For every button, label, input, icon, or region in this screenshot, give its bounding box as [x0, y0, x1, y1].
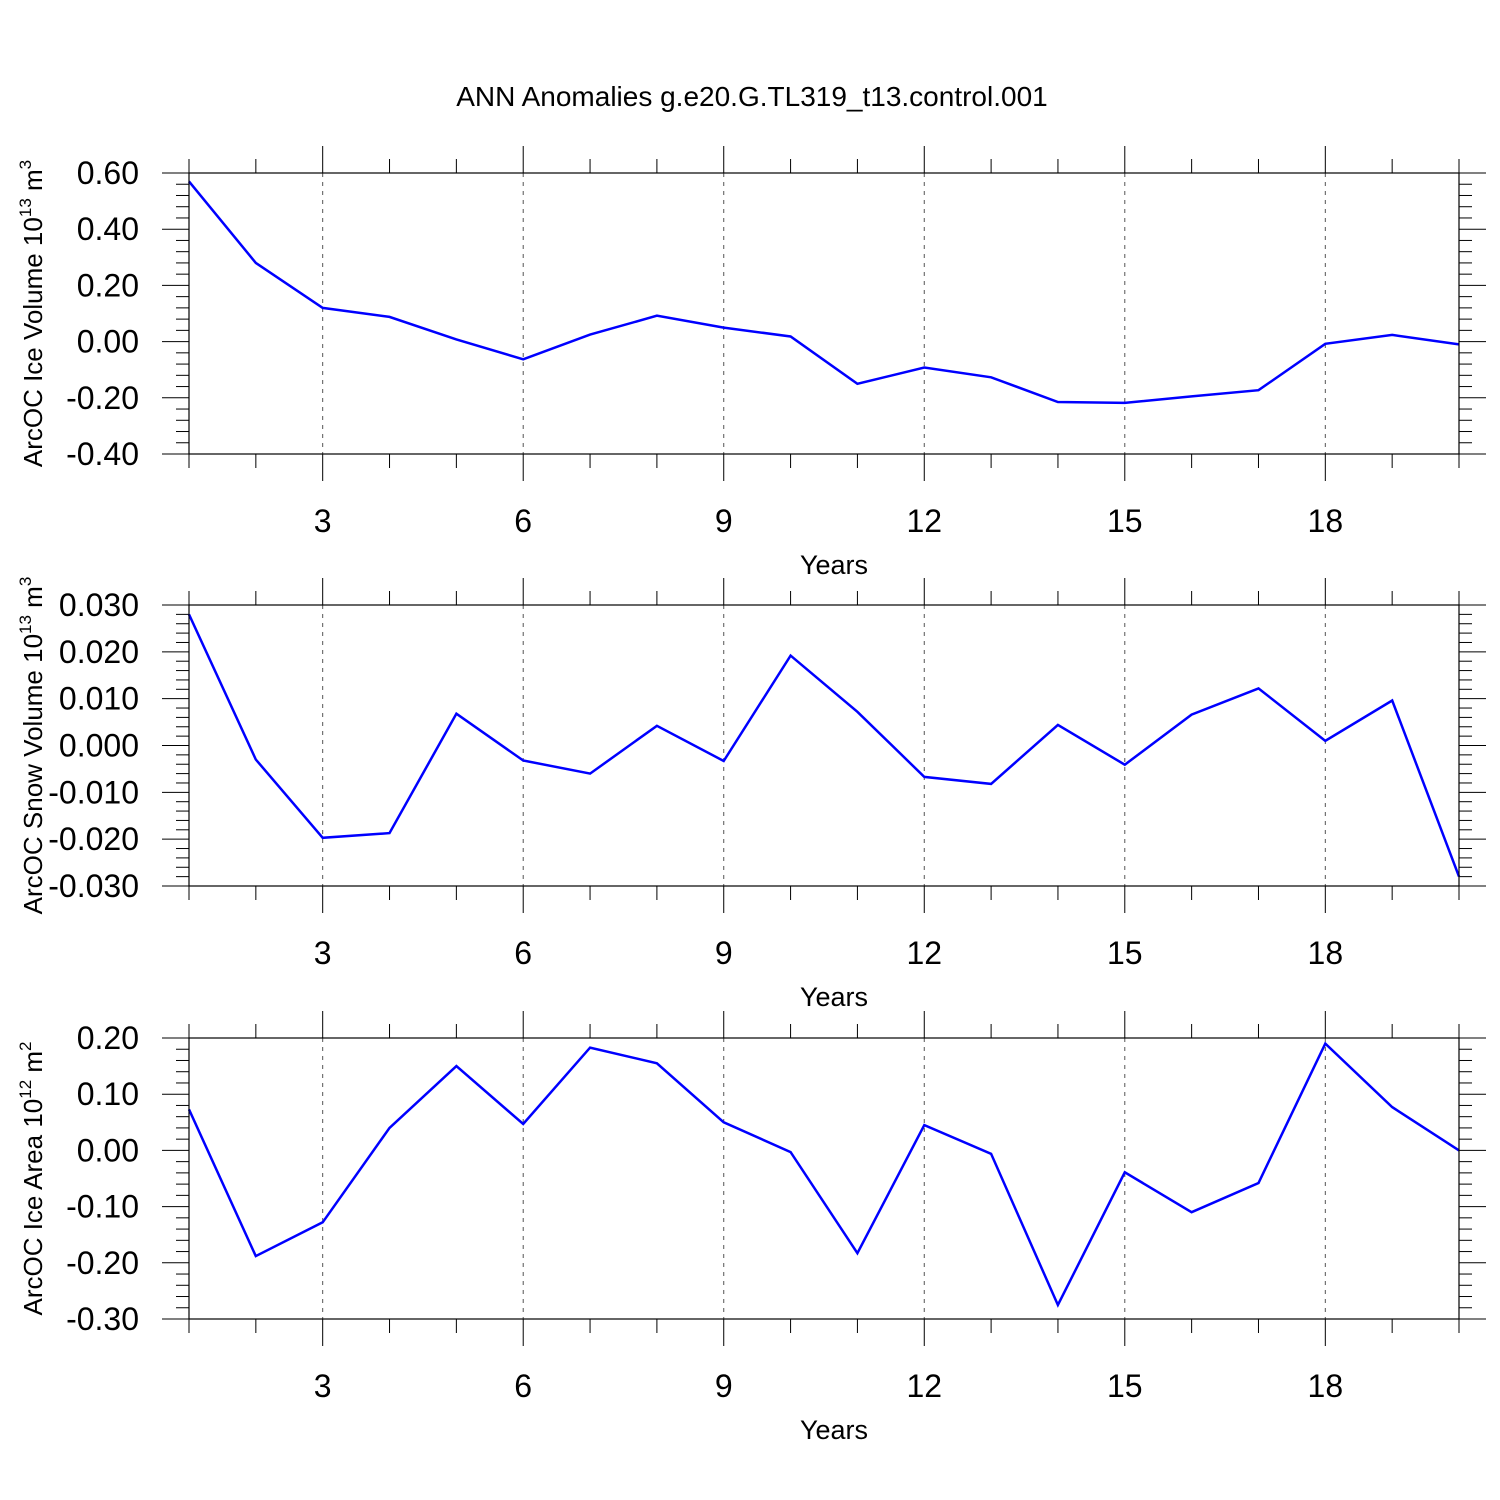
y-axis-label-text: ArcOC Ice Volume 10 — [18, 217, 48, 467]
y-tick-label: 0.20 — [77, 1020, 139, 1056]
y-tick-label: 0.010 — [59, 681, 139, 717]
y-axis-label-exponent: 13 — [16, 198, 35, 217]
y-tick-label: 0.20 — [77, 267, 139, 303]
x-tick-label: 12 — [906, 935, 942, 971]
series-line — [187, 1041, 1460, 1308]
x-axis-label: Years — [800, 550, 868, 580]
y-tick-label: -0.30 — [66, 1301, 139, 1337]
figure-title: ANN Anomalies g.e20.G.TL319_t13.control.… — [456, 81, 1047, 112]
y-tick-label: -0.40 — [66, 436, 139, 472]
y-tick-label: -0.20 — [66, 380, 139, 416]
x-tick-label: 18 — [1308, 503, 1344, 539]
y-axis-label-unit-exponent: 2 — [16, 1041, 35, 1050]
series-line — [188, 180, 1460, 405]
y-tick-label: 0.00 — [77, 1132, 139, 1168]
x-tick-label: 12 — [906, 503, 942, 539]
x-tick-label: 6 — [514, 503, 532, 539]
plot-frame — [188, 1037, 1460, 1320]
y-axis-label: ArcOC Ice Volume 1013 m3 — [16, 160, 48, 467]
panel-2: -0.030 -0.020 -0.010 0.000 0.010 0.020 0.030 3 6… — [16, 577, 1486, 1012]
panels: -0.40 -0.20 0.00 0.20 0.40 0.60 3 6 9 12 15 18 Years… — [16, 146, 1486, 1445]
y-tick-label: -0.10 — [66, 1189, 139, 1225]
y-axis-label-exponent: 12 — [16, 1080, 35, 1099]
y-axis-label-text: ArcOC Ice Area 10 — [18, 1099, 48, 1316]
y-tick-label: 0.40 — [77, 211, 139, 247]
x-tick-label: 18 — [1308, 1368, 1344, 1404]
x-tick-label: 9 — [715, 503, 733, 539]
y-axis-label-unit-exponent: 3 — [16, 577, 35, 586]
series-line — [187, 613, 1461, 878]
y-axis-label: ArcOC Snow Volume 1013 m3 — [16, 577, 48, 915]
plot-frame — [188, 172, 1460, 455]
y-tick-label: -0.20 — [66, 1245, 139, 1281]
y-tick-label: -0.020 — [48, 821, 139, 857]
x-tick-label: 6 — [514, 1368, 532, 1404]
x-tick-label: 3 — [314, 935, 332, 971]
y-tick-label: -0.030 — [48, 868, 139, 904]
plot-frame — [188, 604, 1460, 887]
x-tick-label: 3 — [314, 1368, 332, 1404]
y-tick-label: 0.000 — [59, 728, 139, 764]
y-tick-label: 0.10 — [77, 1076, 139, 1112]
x-tick-label: 12 — [906, 1368, 942, 1404]
x-tick-label: 3 — [314, 503, 332, 539]
y-tick-label: 0.030 — [59, 587, 139, 623]
x-tick-label: 15 — [1107, 503, 1143, 539]
x-tick-label: 9 — [715, 1368, 733, 1404]
x-tick-label: 15 — [1107, 935, 1143, 971]
y-axis-label-unit: m — [18, 586, 48, 615]
x-tick-label: 18 — [1308, 935, 1344, 971]
y-axis-label-unit: m — [18, 169, 48, 198]
y-axis-label-text: ArcOC Snow Volume 10 — [18, 634, 48, 914]
y-tick-label: 0.020 — [59, 634, 139, 670]
y-tick-label: 0.00 — [77, 324, 139, 360]
y-tick-label: -0.010 — [48, 774, 139, 810]
y-axis-label: ArcOC Ice Area 1012 m2 — [16, 1041, 48, 1315]
x-tick-label: 6 — [514, 935, 532, 971]
x-axis-label: Years — [800, 982, 868, 1012]
y-tick-label: 0.60 — [77, 155, 139, 191]
y-axis-label-unit: m — [18, 1051, 48, 1080]
x-axis-label: Years — [800, 1415, 868, 1445]
panel-3: -0.30 -0.20 -0.10 0.00 0.10 0.20 3 6 9 12 15 18 Year… — [16, 1011, 1486, 1445]
y-axis-label-exponent: 13 — [16, 615, 35, 634]
x-tick-label: 9 — [715, 935, 733, 971]
y-axis-label-unit-exponent: 3 — [16, 160, 35, 169]
panel-1: -0.40 -0.20 0.00 0.20 0.40 0.60 3 6 9 12 15 18 Years… — [16, 146, 1486, 580]
x-tick-label: 15 — [1107, 1368, 1143, 1404]
